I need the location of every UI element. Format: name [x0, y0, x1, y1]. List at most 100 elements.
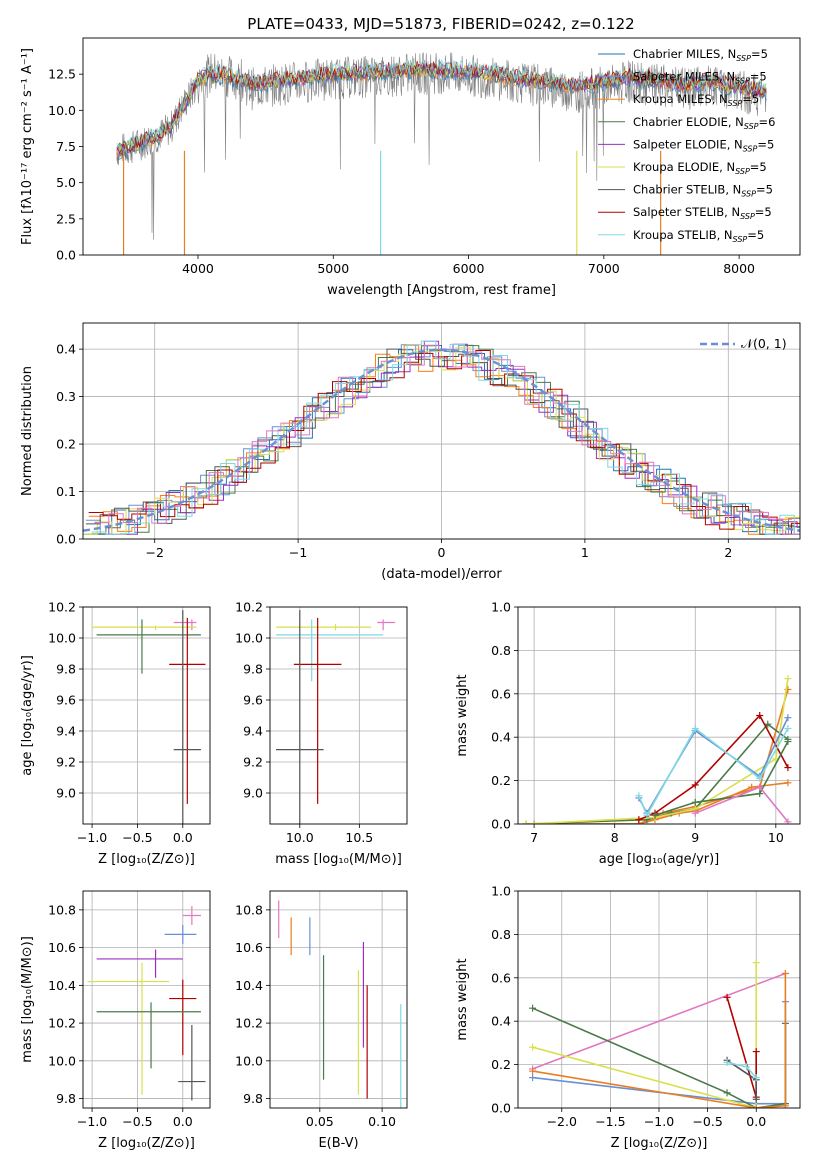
x-tick-label: 0.0	[173, 1114, 193, 1129]
residual-histogram-step	[88, 344, 800, 535]
x-tick-label: −1.0	[644, 1114, 674, 1129]
x-tick-label: −1.5	[595, 1114, 625, 1129]
y-tick-label: 10.8	[48, 902, 76, 917]
y-tick-label: 10.6	[48, 940, 76, 955]
residual-histogram-step	[91, 345, 800, 535]
residuals-legend: 𝒩(0, 1)	[700, 336, 787, 351]
panel-mass-vs-Z: −1.0 −0.5 0.0 9.8 10.0 10.2 10.4 10.6 10.8 Z [log…	[20, 890, 211, 1151]
x-tick-label: −0.5	[692, 1114, 722, 1129]
x-tick-label: 10	[768, 830, 784, 845]
y-axis-label: mass [log₁₀(M/M⊙)]	[20, 936, 35, 1063]
y-tick-label: 9.0	[56, 786, 76, 801]
mass-weight-vs-Z-plot-area	[529, 959, 789, 1108]
mass-weight-line	[726, 997, 757, 1098]
legend-label-rest: =6	[759, 115, 776, 129]
y-tick-label: 0.3	[56, 389, 76, 404]
residuals-plot-area	[83, 340, 800, 535]
x-axis-label: Z [log₁₀(Z/Z⊙)]	[611, 1136, 708, 1151]
y-tick-label: 10.2	[235, 1016, 263, 1031]
axes-frame	[82, 890, 211, 1109]
x-tick-label: 0.05	[306, 1114, 334, 1129]
y-tick-label: 0.6	[491, 970, 511, 985]
legend-label-rest: =5	[747, 228, 764, 242]
x-tick-label: 9	[691, 830, 699, 845]
y-tick-label: 0.2	[491, 773, 511, 788]
y-tick-label: 10.4	[235, 978, 263, 993]
y-tick-label: 10.8	[235, 902, 263, 917]
axes-frame	[517, 606, 801, 825]
y-tick-label: 0.4	[491, 1014, 511, 1029]
mass-weight-line	[532, 973, 787, 1108]
y-tick-label: 7.5	[56, 139, 76, 154]
panel-mass-vs-ebv: 0.05 0.10 9.8 10.0 10.2 10.4 10.6 10.8 E(B-V)	[235, 890, 408, 1151]
y-axis-label: Flux [fλ10⁻¹⁷ erg cm⁻² s⁻¹ A⁻¹]	[20, 48, 35, 245]
mass-vs-ebv-plot-area	[278, 900, 402, 1108]
y-tick-label: 9.4	[243, 724, 263, 739]
axes-frame	[269, 890, 408, 1109]
y-tick-label: 0.1	[56, 484, 76, 499]
y-axis-label: Normed distribution	[20, 366, 35, 496]
x-tick-label: 8	[611, 830, 619, 845]
y-tick-label: 0.8	[491, 643, 511, 658]
y-tick-label: 10.2	[235, 600, 263, 615]
x-axis-label: age [log₁₀(age/yr)]	[599, 852, 720, 867]
y-tick-label: 10.2	[48, 600, 76, 615]
x-tick-label: −2.0	[547, 1114, 577, 1129]
legend-label: Salpeter MILES, NSSP=5	[633, 70, 767, 86]
x-tick-label: 0.10	[368, 1114, 396, 1129]
legend-label-rest: =5	[756, 183, 773, 197]
legend-label-rest: =5	[742, 92, 759, 106]
x-tick-label: 6000	[453, 261, 485, 276]
y-tick-label: 9.8	[243, 1091, 263, 1106]
y-tick-label: 10.0	[235, 1053, 263, 1068]
legend-label-rest: =5	[751, 47, 768, 61]
panel-residuals: −2 −1 0 1 2 0.0 0.1 0.2 0.3 0.4 (data-model)/error…	[20, 322, 801, 582]
y-tick-label: 0.2	[491, 1057, 511, 1072]
age-vs-Z-plot-area	[92, 610, 206, 824]
legend-label: Salpeter ELODIE, NSSP=5	[633, 137, 774, 153]
y-tick-label: 10.0	[48, 1053, 76, 1068]
mass-weight-line	[526, 678, 789, 824]
panel-spectrum: 4000 5000 6000 7000 8000 0.0 2.5 5.0 7.5 10.0 12.5…	[20, 37, 801, 298]
y-tick-label: 0.0	[56, 532, 76, 547]
mass-weight-line	[654, 741, 789, 817]
panel-age-vs-mass: 10.0 10.5 9.0 9.2 9.4 9.6 9.8 10.0 10.2 mass [log…	[235, 600, 408, 867]
y-tick-label: 9.2	[56, 755, 76, 770]
y-tick-label: 9.6	[243, 693, 263, 708]
residual-histogram-step	[91, 340, 800, 535]
y-tick-label: 1.0	[491, 600, 511, 615]
normal-distribution-curve	[83, 348, 800, 532]
model-spectrum-line	[116, 61, 767, 153]
x-tick-label: 0.0	[173, 830, 193, 845]
mass-weight-line	[532, 972, 786, 1070]
y-tick-label: 5.0	[56, 175, 76, 190]
y-axis-label: mass weight	[455, 958, 470, 1040]
y-tick-label: 1.0	[491, 884, 511, 899]
y-tick-label: 0.6	[491, 686, 511, 701]
legend-label-rest: =5	[750, 160, 767, 174]
y-axis-label: age [log₁₀(age/yr)]	[20, 655, 35, 776]
legend-subscript: SSP	[741, 190, 756, 199]
residual-histogram-step	[94, 344, 800, 535]
panel-mass-weight-vs-age: 7 8 9 10 0.0 0.2 0.4 0.6 0.8 1.0 age [log₁₀(age/yr…	[455, 600, 801, 867]
axes-frame	[82, 37, 801, 256]
legend-subscript: SSP	[733, 235, 748, 244]
mass-weight-line	[526, 689, 789, 824]
y-tick-label: 0.8	[491, 927, 511, 942]
legend-label: Chabrier ELODIE, NSSP=6	[633, 115, 775, 131]
y-tick-label: 9.2	[243, 755, 263, 770]
x-tick-label: −0.5	[122, 830, 152, 845]
legend-label-rest: =5	[757, 137, 774, 151]
model-spectrum-line	[116, 63, 767, 160]
axes-frame	[269, 606, 408, 825]
model-spectrum-line	[116, 60, 767, 154]
x-tick-label: 2	[724, 545, 732, 560]
legend-subscript: SSP	[735, 167, 750, 176]
x-tick-label: −2	[145, 545, 163, 560]
y-tick-label: 9.8	[56, 1091, 76, 1106]
x-tick-label: −1	[289, 545, 307, 560]
y-tick-label: 10.2	[48, 1016, 76, 1031]
mass-weight-line	[638, 727, 789, 818]
y-tick-label: 0.0	[56, 248, 76, 263]
